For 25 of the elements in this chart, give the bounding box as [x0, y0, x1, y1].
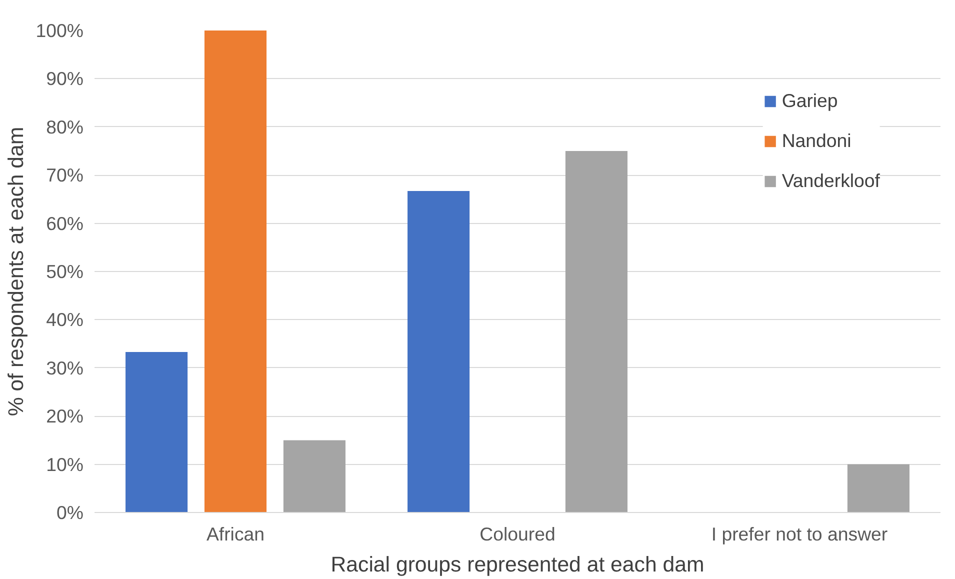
x-tick-label: Coloured [480, 524, 556, 544]
legend-label: Vanderkloof [782, 170, 880, 192]
legend-label: Nandoni [782, 130, 852, 152]
bar [283, 440, 346, 512]
x-axis-title: Racial groups represented at each dam [330, 552, 704, 576]
y-tick-label: 30% [46, 357, 84, 378]
y-axis-title: % of respondents at each dam [4, 126, 28, 416]
bar [565, 151, 628, 512]
y-tick-label: 0% [56, 502, 84, 523]
bar [126, 352, 188, 512]
y-tick-label: 50% [46, 261, 84, 282]
y-tick-label: 20% [46, 406, 84, 427]
y-tick-label: 10% [46, 454, 84, 475]
bar [204, 30, 267, 512]
x-tick-label: African [206, 524, 265, 544]
y-tick-label: 80% [46, 116, 84, 138]
y-tick-label: 90% [46, 68, 84, 90]
bar [847, 464, 910, 512]
bar [408, 191, 470, 512]
legend-label: Gariep [782, 90, 838, 112]
y-tick-label: 40% [46, 309, 84, 330]
y-tick-label: 60% [46, 212, 84, 234]
y-tick-label: 100% [36, 20, 84, 41]
x-tick-label: I prefer not to answer [711, 524, 888, 544]
y-tick-label: 70% [46, 164, 84, 186]
